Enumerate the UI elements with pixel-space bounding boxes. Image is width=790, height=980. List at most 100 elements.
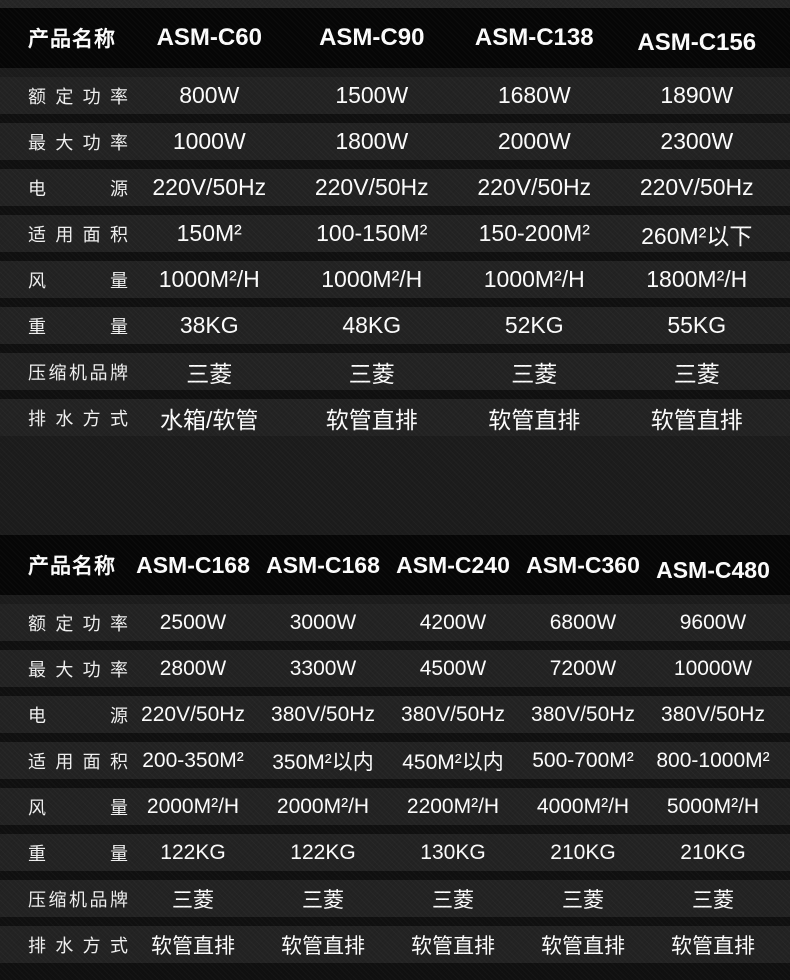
spec-value: 软管直排 xyxy=(671,934,755,958)
spec-value: 130KG xyxy=(420,840,486,864)
spec-value: 三菱 xyxy=(348,360,395,387)
spec-value: 9600W xyxy=(679,610,747,634)
table-header-row: 产品名称 ASM-C168 ASM-C168 ASM-C240 ASM-C360 ASM-… xyxy=(0,535,790,595)
product-model-header: ASM-C138 xyxy=(474,24,594,51)
spec-value: 4200W xyxy=(419,610,487,634)
spec-row-label: 最大功率 xyxy=(28,132,128,153)
table-body: 额定功率 2500W 3000W 4200W 6800W 9600W 最大功率 2800W 33… xyxy=(0,604,790,963)
table-spacer xyxy=(0,436,790,535)
spec-row: 重量 38KG 48KG 52KG 55KG xyxy=(0,307,790,344)
spec-value: 220V/50Hz xyxy=(477,174,592,200)
spec-row-label: 适用面积 xyxy=(28,224,128,245)
spec-row: 电源 220V/50Hz 220V/50Hz 220V/50Hz 220V/50Hz xyxy=(0,169,790,206)
spec-row-label: 压缩机品牌 xyxy=(28,889,128,910)
spec-row-label: 电源 xyxy=(28,705,128,726)
spec-value: 1000M²/H xyxy=(158,266,260,292)
spec-row: 额定功率 800W 1500W 1680W 1890W xyxy=(0,77,790,114)
spec-value: 10000W xyxy=(673,656,753,680)
spec-row-label: 风量 xyxy=(28,797,128,818)
spec-row: 排水方式 水箱/软管 软管直排 软管直排 软管直排 xyxy=(0,399,790,436)
spec-value: 三菱 xyxy=(432,888,474,912)
spec-value: 软管直排 xyxy=(411,934,495,958)
spec-table: 产品名称 ASM-C168 ASM-C168 ASM-C240 ASM-C360 ASM-… xyxy=(0,535,790,963)
spec-value: 2200M²/H xyxy=(406,794,500,818)
product-model-header: ASM-C360 xyxy=(526,551,640,578)
spec-value: 380V/50Hz xyxy=(661,702,765,726)
product-name-header: 产品名称 xyxy=(28,28,116,51)
bottom-strip xyxy=(0,963,790,980)
spec-value: 122KG xyxy=(290,840,356,864)
spec-value: 220V/50Hz xyxy=(639,174,754,200)
spec-value: 800W xyxy=(179,82,240,108)
spec-row: 压缩机品牌 三菱 三菱 三菱 三菱 xyxy=(0,353,790,390)
spec-value: 2300W xyxy=(660,128,734,154)
spec-value: 200-350M² xyxy=(142,748,244,772)
spec-value: 4500W xyxy=(419,656,487,680)
spec-value: 7200W xyxy=(549,656,617,680)
spec-row-label: 风量 xyxy=(28,270,128,291)
product-model-header: ASM-C60 xyxy=(156,24,262,51)
spec-value: 500-700M² xyxy=(532,748,634,772)
spec-value: 4000M²/H xyxy=(536,794,630,818)
spec-value: 三菱 xyxy=(186,360,233,387)
spec-value: 1890W xyxy=(660,82,734,108)
top-strip xyxy=(0,0,790,8)
spec-table: 产品名称 ASM-C60 ASM-C90 ASM-C138 ASM-C156 额定功率 80… xyxy=(0,8,790,436)
spec-row: 最大功率 1000W 1800W 2000W 2300W xyxy=(0,123,790,160)
spec-value: 210KG xyxy=(680,840,746,864)
spec-row-label: 额定功率 xyxy=(28,86,128,107)
spec-row-label: 适用面积 xyxy=(28,751,128,772)
spec-value: 软管直排 xyxy=(325,406,418,433)
product-model-header: ASM-C480 xyxy=(656,556,770,583)
spec-row-label: 电源 xyxy=(28,178,128,199)
spec-value: 三菱 xyxy=(511,360,558,387)
spec-value: 三菱 xyxy=(673,360,720,387)
product-name-header: 产品名称 xyxy=(28,555,116,578)
spec-value: 1000W xyxy=(172,128,246,154)
spec-value: 6800W xyxy=(549,610,617,634)
spec-row-label: 最大功率 xyxy=(28,659,128,680)
spec-value: 1680W xyxy=(497,82,571,108)
spec-value: 三菱 xyxy=(692,888,734,912)
spec-value: 软管直排 xyxy=(650,406,743,433)
spec-row-label: 额定功率 xyxy=(28,613,128,634)
spec-value: 150-200M² xyxy=(478,220,590,246)
spec-value: 软管直排 xyxy=(488,406,581,433)
spec-value: 三菱 xyxy=(302,888,344,912)
spec-value: 380V/50Hz xyxy=(271,702,375,726)
product-model-header: ASM-C156 xyxy=(637,29,757,56)
spec-value: 800-1000M² xyxy=(656,748,770,772)
spec-value: 2000W xyxy=(497,128,571,154)
spec-value: 380V/50Hz xyxy=(401,702,505,726)
spec-value: 350M²以内 xyxy=(272,750,374,774)
spec-row: 风量 2000M²/H 2000M²/H 2200M²/H 4000M²/H 5000M²… xyxy=(0,788,790,825)
spec-row-label: 压缩机品牌 xyxy=(28,362,128,383)
spec-value: 1000M²/H xyxy=(483,266,585,292)
spec-value: 三菱 xyxy=(172,888,214,912)
spec-row-label: 重量 xyxy=(28,843,128,864)
spec-value: 软管直排 xyxy=(281,934,365,958)
spec-row: 最大功率 2800W 3300W 4500W 7200W 10000W xyxy=(0,650,790,687)
spec-value: 100-150M² xyxy=(316,220,428,246)
spec-value: 1500W xyxy=(335,82,409,108)
product-model-header: ASM-C168 xyxy=(136,551,250,578)
spec-value: 210KG xyxy=(550,840,616,864)
spec-row: 风量 1000M²/H 1000M²/H 1000M²/H 1800M²/H xyxy=(0,261,790,298)
spec-value: 水箱/软管 xyxy=(160,406,259,433)
spec-row: 电源 220V/50Hz 380V/50Hz 380V/50Hz 380V/50Hz 38… xyxy=(0,696,790,733)
spec-value: 220V/50Hz xyxy=(152,174,267,200)
spec-value: 55KG xyxy=(667,312,727,338)
spec-value: 122KG xyxy=(160,840,226,864)
spec-value: 220V/50Hz xyxy=(314,174,429,200)
spec-value: 2500W xyxy=(159,610,227,634)
spec-value: 5000M²/H xyxy=(666,794,760,818)
spec-value: 3000W xyxy=(289,610,357,634)
spec-value: 软管直排 xyxy=(151,934,235,958)
spec-row: 排水方式 软管直排 软管直排 软管直排 软管直排 软管直排 xyxy=(0,926,790,963)
spec-value: 48KG xyxy=(342,312,402,338)
spec-value: 2800W xyxy=(159,656,227,680)
table-body: 额定功率 800W 1500W 1680W 1890W 最大功率 1000W 1800W 200… xyxy=(0,77,790,436)
spec-value: 38KG xyxy=(179,312,239,338)
product-model-header: ASM-C240 xyxy=(396,551,510,578)
